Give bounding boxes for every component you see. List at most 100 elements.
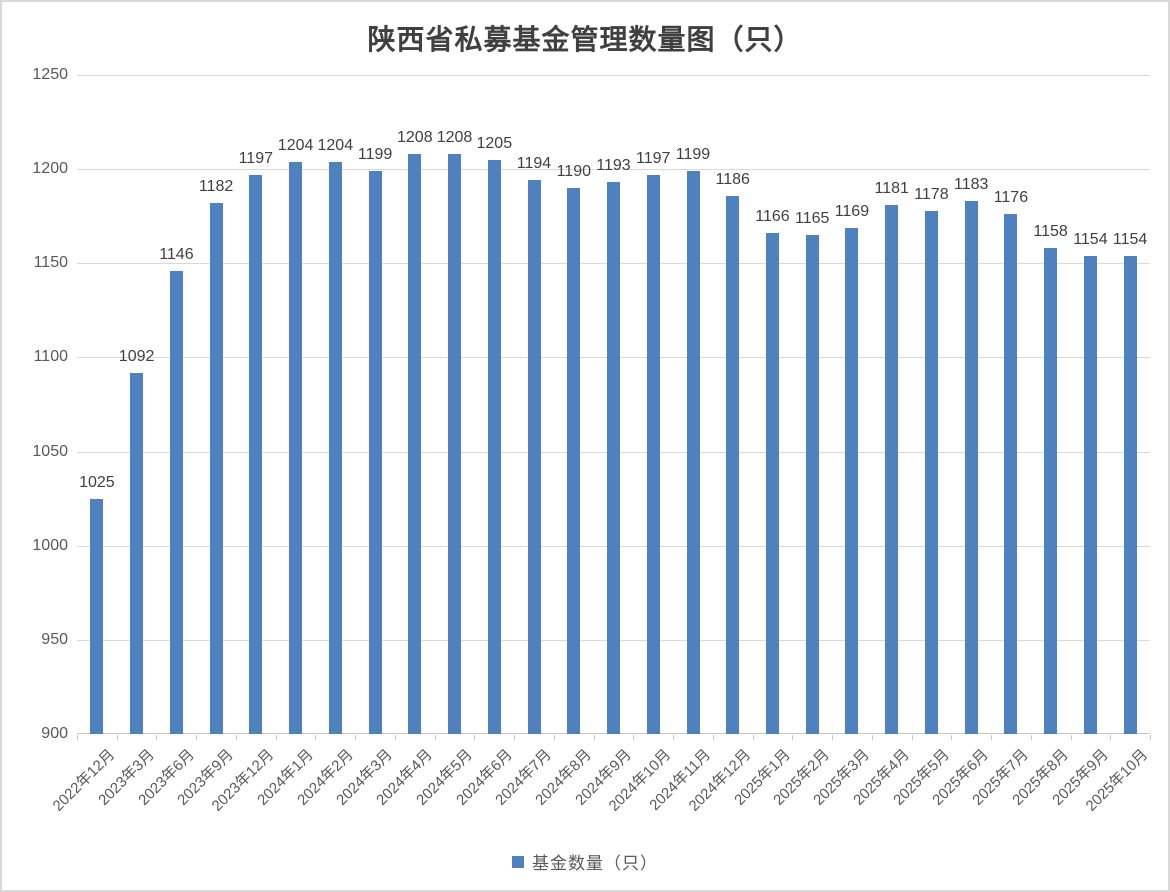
bar[interactable] xyxy=(169,270,183,734)
axis-tick xyxy=(753,735,754,740)
bar[interactable] xyxy=(1123,255,1137,734)
plot-area: 1025 1092 1146 1182 1197 1204 1204 1199 1208 1208… xyxy=(77,75,1150,734)
bar[interactable] xyxy=(328,161,342,734)
y-tick-label: 1000 xyxy=(32,536,68,554)
bar[interactable] xyxy=(964,201,978,734)
axis-tick xyxy=(713,735,714,740)
bar[interactable] xyxy=(1004,214,1018,734)
axis-tick xyxy=(594,735,595,740)
bar[interactable] xyxy=(885,204,899,734)
axis-tick xyxy=(633,735,634,740)
bar[interactable] xyxy=(527,180,541,734)
data-label: 1204 xyxy=(277,136,314,154)
data-label: 1190 xyxy=(556,163,591,180)
bar[interactable] xyxy=(766,233,779,734)
data-label: 1197 xyxy=(635,149,671,167)
bar[interactable] xyxy=(209,203,223,734)
data-label: 1146 xyxy=(159,245,194,263)
axis-tick xyxy=(196,735,197,740)
bar[interactable] xyxy=(289,161,303,734)
data-label: 1199 xyxy=(357,146,393,163)
bar[interactable] xyxy=(487,159,501,734)
bar[interactable] xyxy=(368,171,382,734)
axis-tick xyxy=(792,735,793,740)
y-tick-label: 1050 xyxy=(32,442,68,460)
legend[interactable]: 基金数量（只） xyxy=(2,849,1168,874)
axis-tick xyxy=(514,735,515,740)
bar[interactable] xyxy=(90,498,104,734)
y-tick-label: 900 xyxy=(41,725,68,742)
data-label: 1176 xyxy=(993,189,1029,207)
axis-tick xyxy=(951,735,952,740)
y-tick-label: 950 xyxy=(41,630,68,648)
legend-label: 基金数量（只） xyxy=(532,854,658,873)
data-label: 1186 xyxy=(715,170,750,188)
y-tick-label: 1250 xyxy=(32,66,68,83)
data-label: 1166 xyxy=(755,208,790,226)
bar[interactable] xyxy=(249,174,263,734)
axis-tick xyxy=(315,735,316,740)
bar[interactable] xyxy=(845,227,859,734)
data-label: 1193 xyxy=(596,157,631,175)
axis-tick xyxy=(872,735,873,740)
bar[interactable] xyxy=(567,188,581,734)
y-tick-label: 1200 xyxy=(32,160,68,178)
axis-tick xyxy=(276,735,277,740)
bar[interactable] xyxy=(1044,248,1058,734)
axis-tick xyxy=(236,735,237,740)
axis-tick xyxy=(832,735,833,740)
bar[interactable] xyxy=(408,154,422,734)
x-axis: 2022年12月 2023年3月 2023年6月 2023年9月 2023年12月 202… xyxy=(49,734,1151,854)
axis-tick xyxy=(355,735,356,740)
axis-tick xyxy=(77,735,78,740)
data-label: 1182 xyxy=(198,178,234,195)
data-label: 1178 xyxy=(914,185,949,203)
bar[interactable] xyxy=(130,372,144,734)
axis-tick xyxy=(912,735,913,740)
grid-line xyxy=(77,169,1150,171)
data-label: 1025 xyxy=(79,473,115,491)
data-label: 1208 xyxy=(397,129,433,147)
axis-tick xyxy=(1071,735,1072,740)
data-label: 1197 xyxy=(238,149,273,167)
bar[interactable] xyxy=(686,171,700,734)
bar[interactable] xyxy=(607,182,620,734)
bar[interactable] xyxy=(726,195,740,734)
legend-swatch-icon xyxy=(512,855,524,868)
axis-tick xyxy=(474,735,475,740)
data-label: 1154 xyxy=(1073,230,1108,248)
y-tick-label: 1150 xyxy=(33,254,68,272)
bar[interactable] xyxy=(646,174,660,734)
axis-tick xyxy=(554,735,555,740)
data-label: 1208 xyxy=(436,129,473,147)
data-label: 1204 xyxy=(317,136,354,154)
data-label: 1169 xyxy=(834,202,870,220)
data-label: 1199 xyxy=(675,146,711,163)
data-label: 1154 xyxy=(1112,230,1148,248)
data-label: 1194 xyxy=(516,155,552,173)
data-label: 1205 xyxy=(476,134,513,152)
data-label: 1158 xyxy=(1033,223,1068,241)
y-tick-label: 1100 xyxy=(33,348,68,366)
data-label: 1092 xyxy=(118,347,155,365)
chart-title: 陕西省私募基金管理数量图（只） xyxy=(367,25,803,56)
bar[interactable] xyxy=(448,154,461,734)
axis-tick xyxy=(1110,735,1111,740)
data-label: 1183 xyxy=(953,176,989,194)
axis-tick xyxy=(117,735,118,740)
data-label: 1181 xyxy=(874,179,909,197)
axis-tick xyxy=(991,735,992,740)
axis-tick xyxy=(395,735,396,740)
bar[interactable] xyxy=(1083,255,1097,734)
axis-tick xyxy=(156,735,157,740)
bar[interactable] xyxy=(924,210,938,734)
axis-tick xyxy=(1150,735,1151,740)
grid-line xyxy=(77,75,1150,76)
axis-tick xyxy=(673,735,674,740)
axis-tick xyxy=(435,735,436,740)
data-label: 1165 xyxy=(794,210,830,227)
axis-tick xyxy=(1031,735,1032,740)
y-axis: 1250 1200 1150 1100 1050 1000 950 900 xyxy=(2,66,68,742)
bar[interactable] xyxy=(805,235,819,734)
